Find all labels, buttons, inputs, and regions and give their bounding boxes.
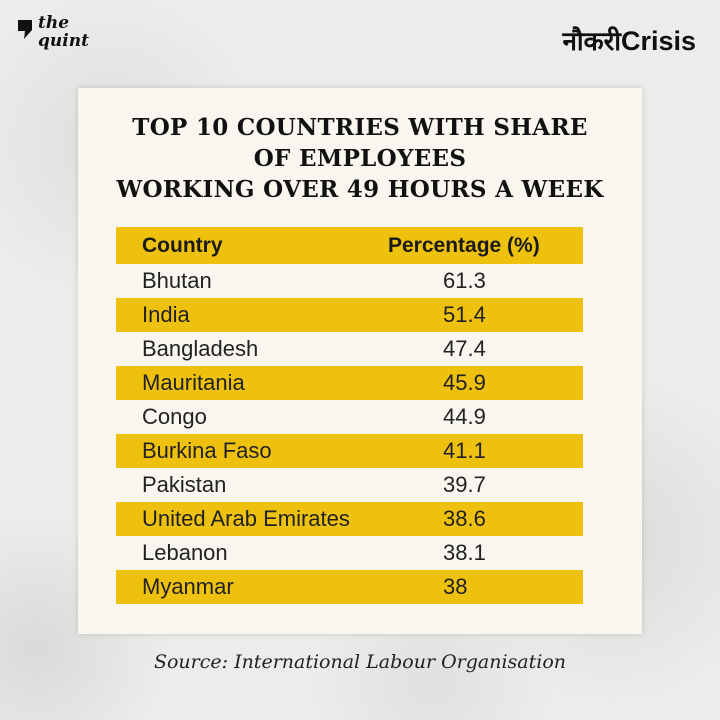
logo-english-text: Crisis [620,26,696,56]
logo-line-2: quint [38,31,89,51]
country-cell: Myanmar [142,574,234,599]
country-cell: Lebanon [142,540,228,565]
country-cell: United Arab Emirates [142,506,350,531]
country-cell: Bhutan [142,268,212,293]
percentage-cell: 39.7 [443,472,486,497]
table-row: Myanmar 38 [116,570,583,604]
logo-hindi-text: नौकरी [562,27,621,57]
percentage-cell: 51.4 [443,302,486,327]
table-row: Bhutan 61.3 [116,264,583,298]
quote-mark-icon [18,20,32,39]
percentage-cell: 38 [443,574,468,599]
country-cell: Congo [142,404,207,429]
table-row: United Arab Emirates 38.6 [116,502,583,536]
country-cell: Burkina Faso [142,438,272,463]
country-cell: India [142,302,190,327]
percentage-cell: 61.3 [443,268,486,293]
data-table: Country Percentage (%) Bhutan 61.3 India 51… [116,227,583,604]
source-note: Source: International Labour Organisatio… [153,651,567,673]
title-line-1: TOP 10 COUNTRIES WITH SHARE [132,114,588,141]
logo-line-1: the [38,13,70,33]
column-header-country: Country [142,233,223,257]
column-header-percentage: Percentage (%) [388,233,540,257]
percentage-cell: 41.1 [443,438,486,463]
the-quint-logo: the quint [16,14,96,60]
table-row: India 51.4 [116,298,583,332]
table-row: Pakistan 39.7 [116,468,583,502]
country-cell: Pakistan [142,472,227,497]
country-cell: Mauritania [142,370,245,395]
table-row: Mauritania 45.9 [116,366,583,400]
percentage-cell: 47.4 [443,336,486,361]
percentage-cell: 38.6 [443,506,486,531]
chart-title: TOP 10 COUNTRIES WITH SHARE OF EMPLOYEES… [78,112,642,205]
table-row: Congo 44.9 [116,400,583,434]
title-line-3: WORKING OVER 49 HOURS A WEEK [116,176,604,203]
table-card: TOP 10 COUNTRIES WITH SHARE OF EMPLOYEES… [78,88,642,634]
table-header-row: Country Percentage (%) [116,227,583,264]
naukri-crisis-logo: नौकरीCrisis [562,22,696,58]
table-row: Burkina Faso 41.1 [116,434,583,468]
percentage-cell: 44.9 [443,404,486,429]
title-line-2: OF EMPLOYEES [253,145,467,172]
percentage-cell: 45.9 [443,370,486,395]
table-row: Lebanon 38.1 [116,536,583,570]
the-quint-wordmark: the quint [38,14,89,50]
country-cell: Bangladesh [142,336,259,361]
table-row: Bangladesh 47.4 [116,332,583,366]
percentage-cell: 38.1 [443,540,486,565]
